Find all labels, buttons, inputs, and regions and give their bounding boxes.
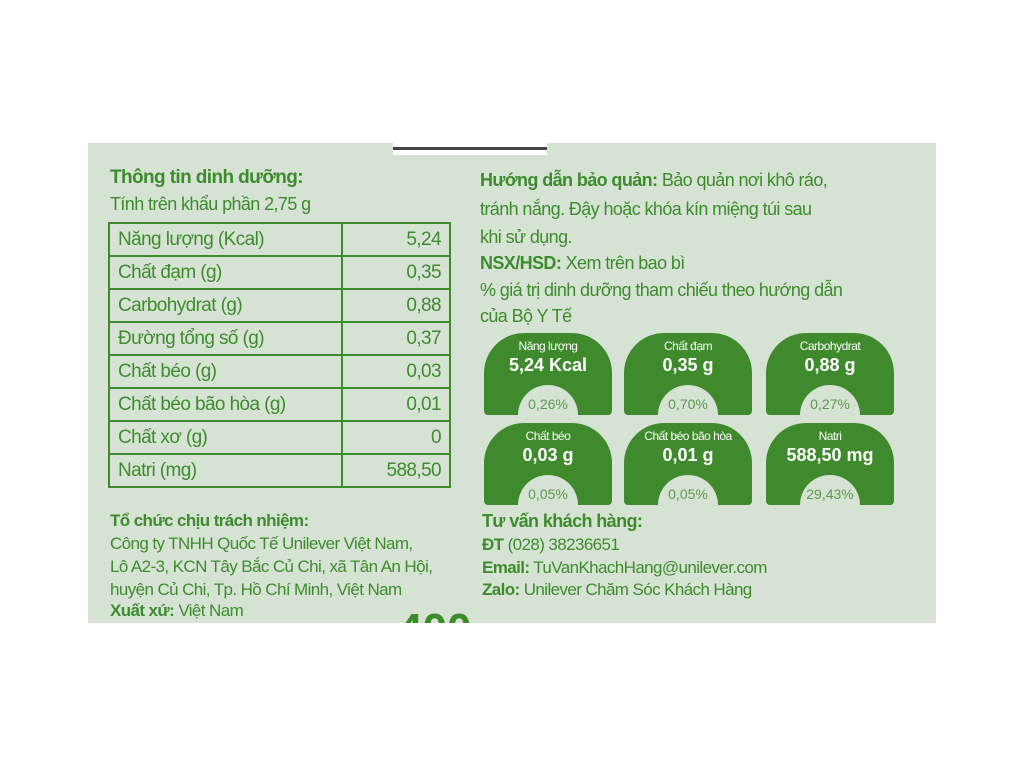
badge-percent: 0,27% [810, 396, 850, 412]
nutrient-value: 588,50 [341, 453, 451, 488]
badge-name: Carbohydrat [799, 339, 861, 353]
net-weight: 400 [398, 605, 471, 623]
table-row: Chất béo bão hòa (g) 0,01 [108, 387, 451, 422]
company-line-3: huyện Củ Chi, Tp. Hồ Chí Minh, Việt Nam [110, 580, 402, 599]
nutrient-name: Chất béo bão hòa (g) [108, 387, 343, 422]
table-row: Năng lượng (Kcal) 5,24 [108, 222, 451, 257]
nutrient-value: 0,88 [341, 288, 451, 323]
badge-amount: 588,50 mg [786, 445, 874, 465]
badge-percent: 0,70% [668, 396, 708, 412]
product-label: Thông tin dinh dưỡng: Tính trên khẩu phầ… [88, 143, 936, 623]
company-line-2: Lô A2-3, KCN Tây Bắc Củ Chi, xã Tân An H… [110, 557, 433, 576]
nsx-value: Xem trên bao bì [565, 253, 686, 273]
nutrient-name: Đường tổng số (g) [108, 321, 343, 356]
reference-text-2: của Bộ Y Tế [480, 306, 572, 326]
badge-name: Chất béo bão hòa [644, 429, 732, 443]
nutrient-name: Năng lượng (Kcal) [108, 222, 343, 257]
table-row: Chất đạm (g) 0,35 [108, 255, 451, 290]
company-label: Tổ chức chịu trách nhiệm: [110, 511, 309, 530]
storage-text-3: khi sử dụng. [480, 227, 573, 247]
badge-amount: 5,24 Kcal [508, 355, 588, 375]
badge-percent: 29,43% [806, 486, 854, 502]
nutrient-value: 0 [341, 420, 451, 455]
badge-percent: 0,26% [528, 396, 568, 412]
nutrient-badge: Chất đạm 0,35 g 0,70% [624, 333, 752, 415]
badge-amount: 0,35 g [662, 355, 714, 375]
nutrient-value: 0,35 [341, 255, 451, 290]
phone-value: (028) 38236651 [507, 535, 620, 554]
company-line-1: Công ty TNHH Quốc Tế Unilever Việt Nam, [110, 534, 413, 553]
badge-name: Năng lượng [518, 339, 578, 353]
nutrient-name: Chất đạm (g) [108, 255, 343, 290]
nutrient-badge: Chất béo 0,03 g 0,05% [484, 423, 612, 505]
nutrient-value: 5,24 [341, 222, 451, 257]
origin-label: Xuất xứ: [110, 601, 175, 620]
storage-text-2: tránh nắng. Đậy hoặc khóa kín miệng túi … [480, 199, 812, 219]
nsx-label: NSX/HSD: [480, 253, 562, 273]
nutrient-name: Natri (mg) [108, 453, 343, 488]
nutrient-badge: Năng lượng 5,24 Kcal 0,26% [484, 333, 612, 415]
contact-label: Tư vấn khách hàng: [482, 511, 643, 531]
phone-label: ĐT [482, 535, 504, 554]
table-row: Đường tổng số (g) 0,37 [108, 321, 451, 356]
storage-label: Hướng dẫn bảo quản: [480, 170, 658, 190]
nutrient-badge: Carbohydrat 0,88 g 0,27% [766, 333, 894, 415]
origin-value: Việt Nam [178, 601, 244, 620]
badge-amount: 0,88 g [804, 355, 856, 375]
table-row: Chất xơ (g) 0 [108, 420, 451, 455]
nutrient-name: Chất xơ (g) [108, 420, 343, 455]
nutrition-title: Thông tin dinh dưỡng: [110, 167, 304, 188]
badge-amount: 0,03 g [522, 445, 574, 465]
zalo-value: Unilever Chăm Sóc Khách Hàng [523, 580, 753, 599]
white-strip [393, 143, 547, 155]
email-value: TuVanKhachHang@unilever.com [533, 558, 767, 577]
nutrient-name: Carbohydrat (g) [108, 288, 343, 323]
table-row: Carbohydrat (g) 0,88 [108, 288, 451, 323]
storage-text: Bảo quản nơi khô ráo, [661, 170, 828, 190]
table-row: Chất béo (g) 0,03 [108, 354, 451, 389]
zalo-label: Zalo: [482, 580, 520, 599]
serving-size: Tính trên khẩu phần 2,75 g [110, 194, 311, 214]
nutrient-value: 0,03 [341, 354, 451, 389]
nutrient-value: 0,01 [341, 387, 451, 422]
badge-name: Natri [818, 429, 842, 443]
nutrient-badge: Chất béo bão hòa 0,01 g 0,05% [624, 423, 752, 505]
nutrient-name: Chất béo (g) [108, 354, 343, 389]
badge-percent: 0,05% [668, 486, 708, 502]
table-row: Natri (mg) 588,50 [108, 453, 451, 488]
email-label: Email: [482, 558, 530, 577]
reference-text: % giá trị dinh dưỡng tham chiếu theo hướ… [480, 280, 843, 300]
badge-name: Chất đạm [663, 339, 713, 353]
badge-amount: 0,01 g [662, 445, 714, 465]
badge-name: Chất béo [525, 429, 571, 443]
nutrition-table: Năng lượng (Kcal) 5,24 Chất đạm (g) 0,35 Car… [108, 222, 451, 488]
badge-percent: 0,05% [528, 486, 568, 502]
nutrient-value: 0,37 [341, 321, 451, 356]
nutrient-badge: Natri 588,50 mg 29,43% [766, 423, 894, 505]
